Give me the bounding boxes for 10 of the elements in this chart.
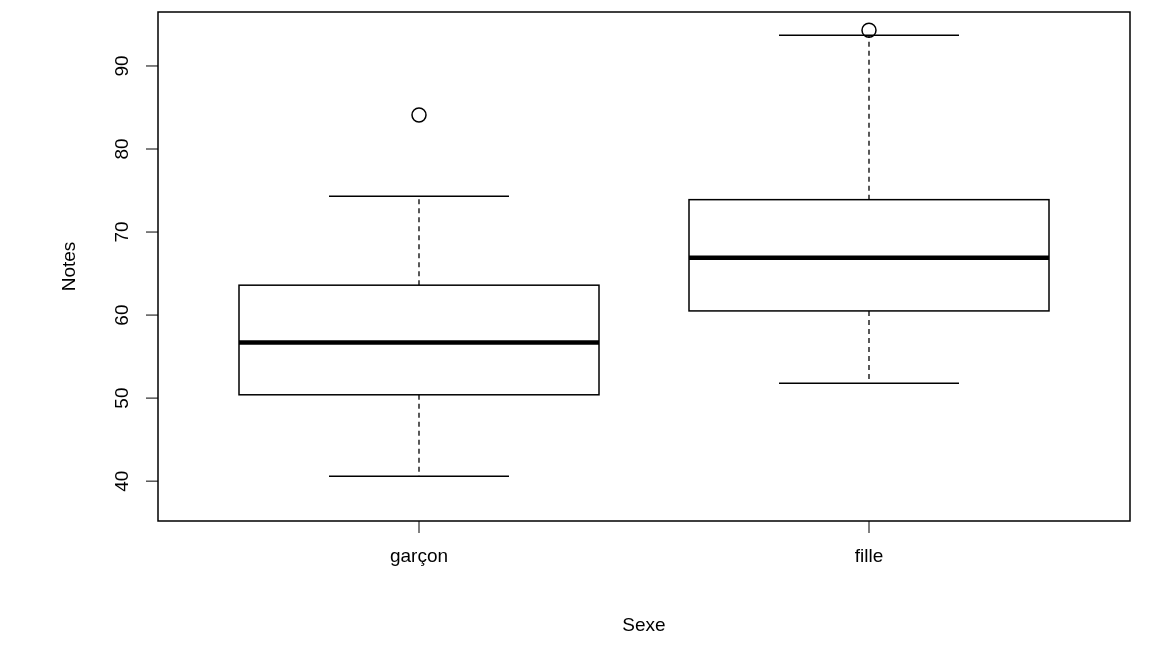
- y-tick-label: 80: [111, 138, 133, 160]
- y-tick-label: 50: [111, 387, 133, 409]
- x-tick-label: garçon: [389, 545, 449, 567]
- y-axis-title: Notes: [57, 241, 79, 292]
- y-tick-label: 70: [111, 221, 133, 243]
- y-tick-label: 90: [111, 55, 133, 77]
- x-tick-label: fille: [854, 545, 884, 567]
- y-tick-label: 60: [111, 304, 133, 326]
- x-axis-title: Sexe: [622, 614, 666, 635]
- y-tick-label: 40: [111, 470, 133, 492]
